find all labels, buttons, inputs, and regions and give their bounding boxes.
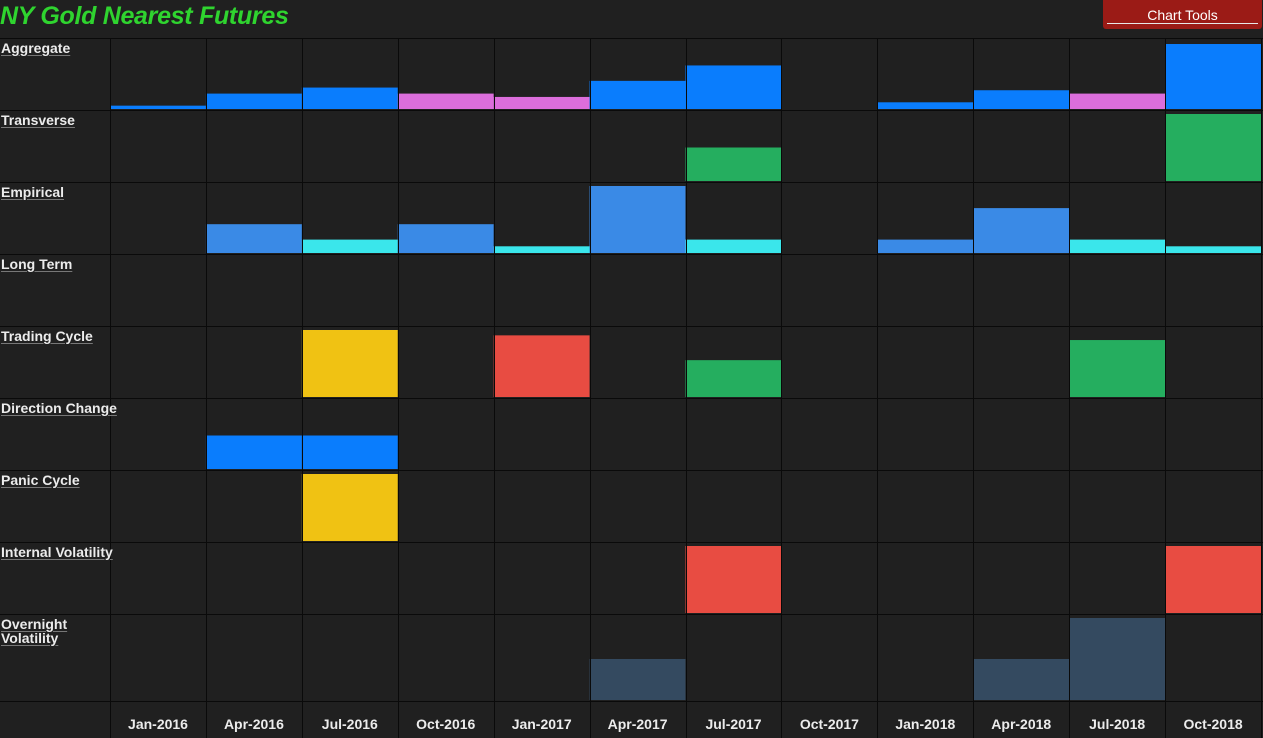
cell-bar	[397, 224, 494, 253]
cell-bar	[877, 102, 974, 109]
cell-bar	[205, 435, 302, 469]
cell-bar	[1069, 340, 1166, 397]
cell-bar	[685, 65, 782, 109]
cell-bar	[685, 147, 782, 181]
cell-bar	[110, 105, 206, 109]
cell-bar	[301, 474, 398, 541]
cell-bar	[493, 96, 590, 109]
row-label: Empirical	[1, 184, 65, 200]
x-tick-label: Jul-2017	[705, 716, 762, 732]
cell-bar	[301, 239, 398, 253]
cell-bar	[973, 659, 1070, 700]
cell-bar	[877, 239, 974, 253]
cell-bar	[493, 335, 590, 397]
x-tick-label: Jan-2017	[511, 716, 572, 732]
cell-bar	[205, 224, 302, 253]
x-tick-label: Jul-2018	[1089, 716, 1146, 732]
x-tick-label: Jan-2016	[128, 716, 188, 732]
cell-bar	[685, 239, 782, 253]
row-label: Direction Change	[1, 400, 117, 416]
x-tick-label: Apr-2017	[607, 716, 668, 732]
chart-title: NY Gold Nearest Futures	[0, 2, 289, 30]
cell-bar	[1165, 246, 1261, 253]
cell-bar	[973, 90, 1070, 109]
cell-bar	[1069, 93, 1166, 109]
chart-tools-underline	[1107, 23, 1258, 24]
row-label: Panic Cycle	[1, 472, 80, 488]
cell-bar	[685, 360, 782, 397]
cell-bar	[205, 93, 302, 109]
x-tick-label: Oct-2017	[799, 716, 859, 732]
row-label: Aggregate	[1, 40, 71, 56]
cell-bar	[973, 208, 1070, 253]
cell-bar	[1165, 546, 1261, 613]
cell-bar	[589, 80, 686, 109]
cell-bar	[301, 330, 398, 397]
row-label: Overnight Volatility	[1, 616, 68, 646]
cell-bar	[301, 87, 398, 109]
cell-bar	[301, 435, 398, 469]
row-label: Trading Cycle	[1, 328, 93, 344]
cell-bar	[685, 546, 782, 613]
cell-bar	[589, 186, 686, 253]
x-tick-label: Jul-2016	[321, 716, 378, 732]
cell-bar	[493, 246, 590, 253]
chart-tools-label: Chart Tools	[1147, 6, 1218, 23]
cell-bar	[589, 659, 686, 700]
cell-bar	[1069, 618, 1166, 700]
cell-bar	[1165, 114, 1261, 181]
cell-bar	[1165, 44, 1261, 110]
x-tick-label: Oct-2016	[416, 716, 476, 732]
x-tick-label: Apr-2016	[223, 716, 284, 732]
x-tick-label: Apr-2018	[991, 716, 1052, 732]
row-label: Internal Volatility	[1, 544, 113, 560]
row-label: Transverse	[1, 112, 75, 128]
chart-tools-button[interactable]: Chart Tools	[1103, 0, 1262, 29]
x-tick-label: Oct-2018	[1183, 716, 1243, 732]
row-label: Long Term	[1, 256, 73, 272]
x-tick-label: Jan-2018	[895, 716, 956, 732]
cell-bar	[1069, 239, 1166, 253]
cell-bar	[397, 93, 494, 109]
